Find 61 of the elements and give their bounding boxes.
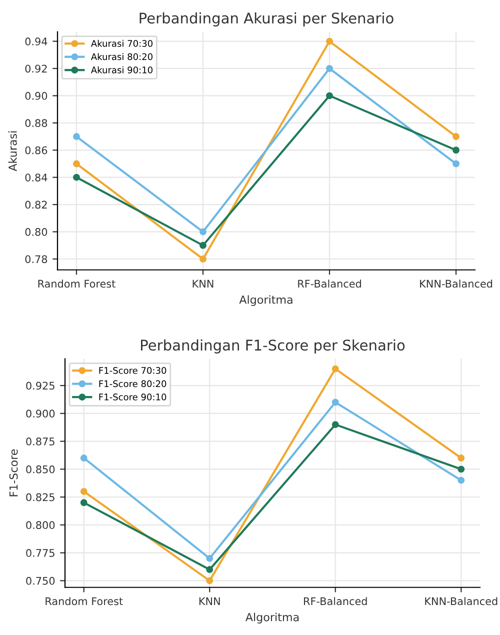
point [326, 65, 333, 72]
x-tick-label: KNN-Balanced [425, 597, 498, 606]
y-tick-label: 0.750 [26, 576, 55, 585]
point [200, 228, 206, 236]
x-tick-label: RF-Balanced [304, 597, 367, 606]
point [326, 92, 333, 100]
x-tick-label: Random Forest [46, 597, 123, 606]
point [73, 174, 80, 181]
point [332, 365, 339, 372]
point [326, 38, 333, 45]
x-tick-label: RF-Balanced [298, 280, 361, 288]
y-tick-label: 0.925 [26, 382, 54, 390]
point [452, 160, 460, 168]
point [452, 133, 460, 140]
y-tick-label: 0.78 [25, 255, 48, 264]
y-axis-title: F1-Score [9, 449, 18, 496]
x-axis-title: Algoritma [245, 612, 299, 624]
legend-label: F1-Score 70:30 [99, 367, 166, 374]
point [452, 146, 460, 154]
x-tick-label: Random Forest [38, 280, 116, 288]
point [332, 398, 339, 406]
point [73, 133, 80, 140]
legend-label: Akurasi 70:30 [90, 40, 152, 47]
y-tick-label: 0.92 [25, 64, 47, 73]
point [80, 499, 88, 506]
point [458, 454, 465, 462]
chart-title: Perbandingan Akurasi per Skenario [140, 12, 394, 26]
legend-label: Akurasi 90:10 [90, 66, 152, 74]
point [80, 454, 88, 462]
y-tick-label: 0.825 [26, 493, 54, 502]
y-tick-label: 0.875 [26, 438, 54, 446]
y-tick-label: 0.90 [25, 92, 48, 100]
y-tick-label: 0.850 [26, 465, 55, 474]
y-tick-label: 0.775 [26, 549, 54, 557]
y-tick-label: 0.86 [25, 146, 48, 154]
chart-title: Perbandingan F1-Score per Skenario [141, 339, 405, 354]
legend-label: F1-Score 80:20 [99, 380, 166, 388]
x-tick-label: KNN-Balanced [420, 280, 492, 288]
legend-label: Akurasi 80:20 [90, 53, 152, 60]
y-tick-label: 0.900 [26, 410, 55, 418]
x-tick-label: KNN [192, 280, 214, 288]
point [206, 554, 214, 562]
point [206, 577, 214, 584]
point [200, 242, 206, 249]
y-tick-label: 0.80 [25, 228, 48, 236]
x-tick-label: KNN [199, 597, 220, 606]
point [80, 488, 88, 495]
legend-label: F1-Score 90:10 [99, 394, 166, 400]
y-tick-label: 0.800 [26, 521, 55, 530]
x-axis-title: Algoritma [239, 295, 292, 306]
point [332, 421, 339, 428]
point [206, 566, 214, 574]
y-tick-label: 0.94 [25, 38, 48, 46]
y-tick-label: 0.84 [25, 174, 48, 182]
y-axis-title: Akurasi [8, 131, 17, 172]
y-tick-label: 0.82 [25, 200, 47, 209]
point [458, 476, 465, 484]
point [73, 160, 80, 168]
point [200, 256, 206, 262]
point [458, 466, 465, 473]
y-tick-label: 0.88 [25, 119, 48, 128]
